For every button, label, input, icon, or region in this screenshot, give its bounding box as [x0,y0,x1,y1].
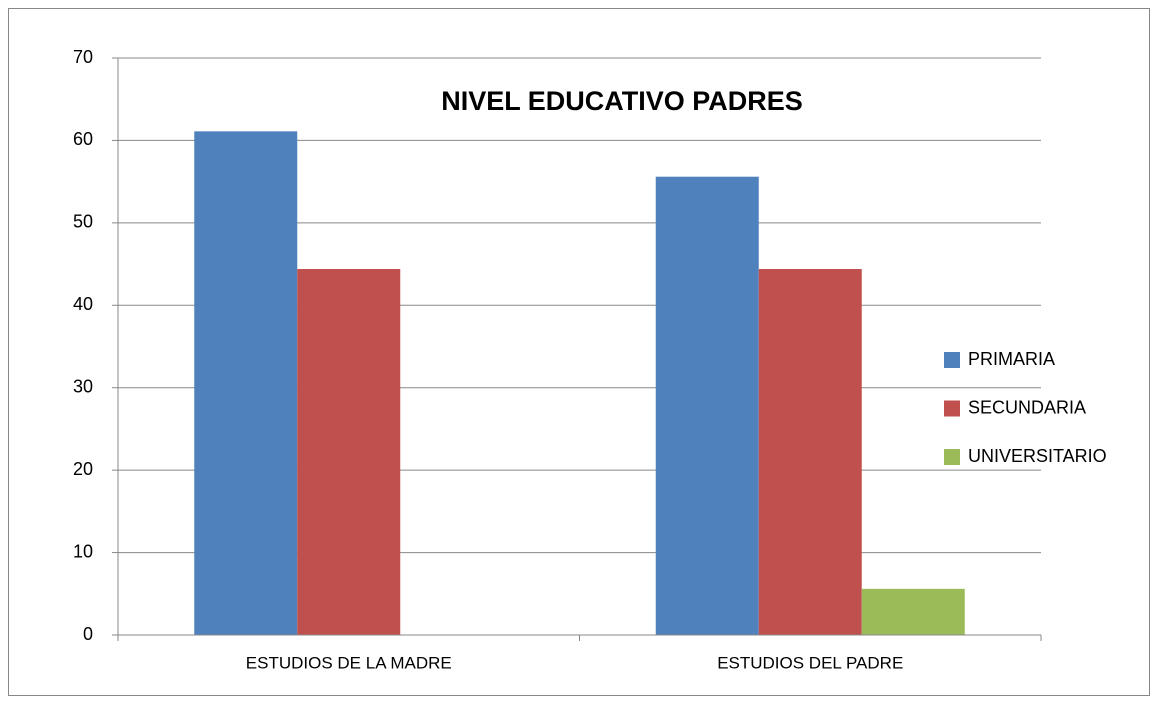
y-tick-label: 50 [73,212,93,232]
y-tick-label: 60 [73,129,93,149]
y-tick-label: 20 [73,459,93,479]
y-tick-label: 40 [73,294,93,314]
legend-label: PRIMARIA [968,349,1055,369]
y-tick-label: 0 [83,624,93,644]
bar [758,269,862,635]
legend-label: SECUNDARIA [968,397,1086,417]
y-tick-label: 10 [73,541,93,561]
bar [655,176,759,635]
chart-title: NIVEL EDUCATIVO PADRES [441,86,803,116]
bar [861,588,965,635]
x-tick-label: ESTUDIOS DE LA MADRE [246,653,452,672]
x-tick-label: ESTUDIOS DEL PADRE [717,653,903,672]
y-tick-label: 30 [73,376,93,396]
bar [297,269,401,635]
legend-swatch [944,449,960,465]
legend-swatch [944,352,960,368]
y-tick-label: 70 [73,47,93,67]
bar [194,131,298,635]
legend-label: UNIVERSITARIO [968,446,1107,466]
legend-swatch [944,400,960,417]
